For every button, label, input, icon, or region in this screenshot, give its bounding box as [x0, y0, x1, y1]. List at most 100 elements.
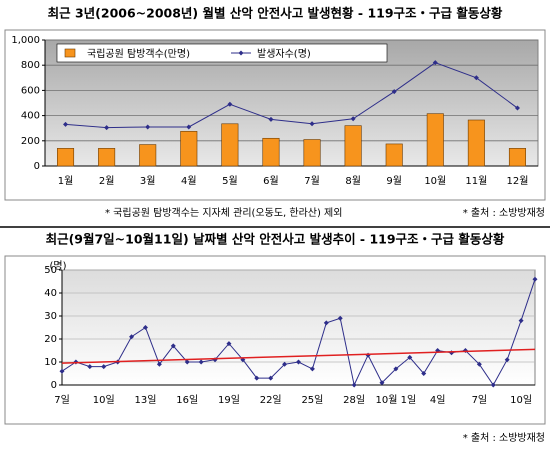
point-marker — [170, 343, 176, 349]
x-tick-label: 6월 — [263, 175, 279, 187]
point-marker — [63, 121, 69, 127]
x-tick-label: 9월 — [386, 175, 402, 187]
point-marker — [504, 357, 510, 363]
legend-box — [56, 43, 388, 63]
trend-line — [61, 348, 536, 364]
y-tick-label: 50 — [44, 265, 57, 276]
y-tick-label: 400 — [21, 111, 40, 122]
note: * 출처 : 소방방재청 — [463, 432, 545, 444]
point-marker — [145, 124, 151, 130]
point-marker — [101, 364, 107, 370]
x-tick-label: 12월 — [506, 175, 528, 187]
bar — [57, 148, 75, 167]
point-marker — [391, 89, 397, 95]
x-tick-label: 7월 — [304, 175, 320, 187]
legend-label: 발생자수(명) — [257, 48, 311, 60]
x-tick-label: 2월 — [99, 175, 115, 187]
x-tick-label: 13일 — [135, 394, 157, 406]
bar — [303, 139, 321, 167]
point-marker — [351, 382, 357, 388]
point-marker — [473, 75, 479, 81]
x-tick-label: 10일 — [93, 394, 115, 406]
x-tick-label: 7일 — [54, 394, 70, 406]
point-marker — [156, 361, 162, 367]
legend-swatch — [238, 50, 244, 56]
point-marker — [129, 334, 135, 340]
x-tick-label: 4일 — [430, 394, 446, 406]
chart-title: 최근 3년(2006~2008년) 월별 산악 안전사고 발생현황 - 119구… — [48, 6, 503, 21]
point-marker — [142, 325, 148, 330]
bar — [508, 148, 526, 167]
y-tick-label: 200 — [21, 136, 40, 147]
point-marker — [87, 364, 93, 370]
point-marker — [268, 375, 274, 381]
y-tick-label: 600 — [21, 85, 40, 96]
point-marker — [59, 368, 65, 374]
bar — [262, 137, 280, 167]
x-tick-label: 4월 — [181, 175, 197, 187]
bar — [426, 113, 444, 167]
series-line — [65, 62, 518, 129]
plot-area — [61, 269, 536, 386]
note: * 출처 : 소방방재청 — [463, 207, 545, 219]
point-marker — [337, 315, 343, 321]
y-tick-label: 1,000 — [11, 35, 40, 46]
point-marker — [309, 121, 315, 127]
x-tick-label: 22일 — [260, 394, 282, 406]
point-marker — [476, 361, 482, 367]
bar — [139, 144, 157, 167]
point-marker — [254, 375, 260, 381]
y-axis-label: (명) — [49, 260, 66, 272]
y-tick-label: 40 — [44, 288, 57, 299]
point-marker — [421, 371, 427, 376]
bar — [344, 125, 362, 167]
x-tick-label: 10일 — [510, 394, 532, 406]
bar — [467, 119, 485, 167]
x-tick-label: 3월 — [140, 175, 156, 187]
point-marker — [282, 361, 288, 367]
x-tick-label: 11월 — [465, 175, 487, 187]
x-tick-label: 1월 — [58, 175, 74, 187]
point-marker — [532, 276, 538, 282]
point-marker — [379, 380, 385, 386]
point-marker — [490, 382, 496, 388]
x-tick-label: 19일 — [218, 394, 240, 406]
bar — [180, 131, 198, 167]
point-marker — [514, 105, 520, 111]
point-marker — [350, 116, 356, 122]
x-tick-label: 25일 — [301, 394, 323, 406]
point-marker — [323, 320, 329, 326]
x-tick-label: 10월 1일 — [376, 394, 417, 406]
point-marker — [309, 366, 315, 372]
bar — [98, 148, 116, 167]
point-marker — [518, 318, 524, 324]
x-tick-label: 5월 — [222, 175, 238, 187]
bar — [385, 143, 403, 167]
point-marker — [407, 354, 413, 360]
x-tick-label: 8월 — [345, 175, 361, 187]
point-marker — [227, 101, 233, 107]
y-tick-label: 800 — [21, 60, 40, 71]
y-tick-label: 30 — [44, 311, 57, 322]
y-tick-label: 0 — [51, 380, 57, 391]
chart-title: 최근(9월7일~10월11일) 날짜별 산악 안전사고 발생추이 - 119구조… — [46, 232, 505, 247]
point-marker — [198, 359, 204, 365]
x-tick-label: 28일 — [343, 394, 365, 406]
y-tick-label: 0 — [34, 161, 40, 172]
point-marker — [186, 124, 192, 130]
x-tick-label: 16일 — [176, 394, 198, 406]
point-marker — [296, 359, 301, 365]
legend-swatch — [64, 48, 76, 58]
point-marker — [226, 341, 232, 347]
point-marker — [268, 116, 274, 122]
point-marker — [104, 125, 110, 131]
x-tick-label: 7일 — [472, 394, 488, 406]
y-tick-label: 10 — [44, 357, 57, 368]
note: * 국립공원 탐방객수는 지자체 관리(오동도, 한라산) 제외 — [105, 206, 342, 219]
y-tick-label: 20 — [44, 334, 57, 345]
legend-label: 국립공원 탐방객수(만명) — [87, 47, 190, 60]
point-marker — [432, 60, 438, 66]
point-marker — [184, 359, 190, 365]
x-tick-label: 10월 — [424, 175, 446, 187]
